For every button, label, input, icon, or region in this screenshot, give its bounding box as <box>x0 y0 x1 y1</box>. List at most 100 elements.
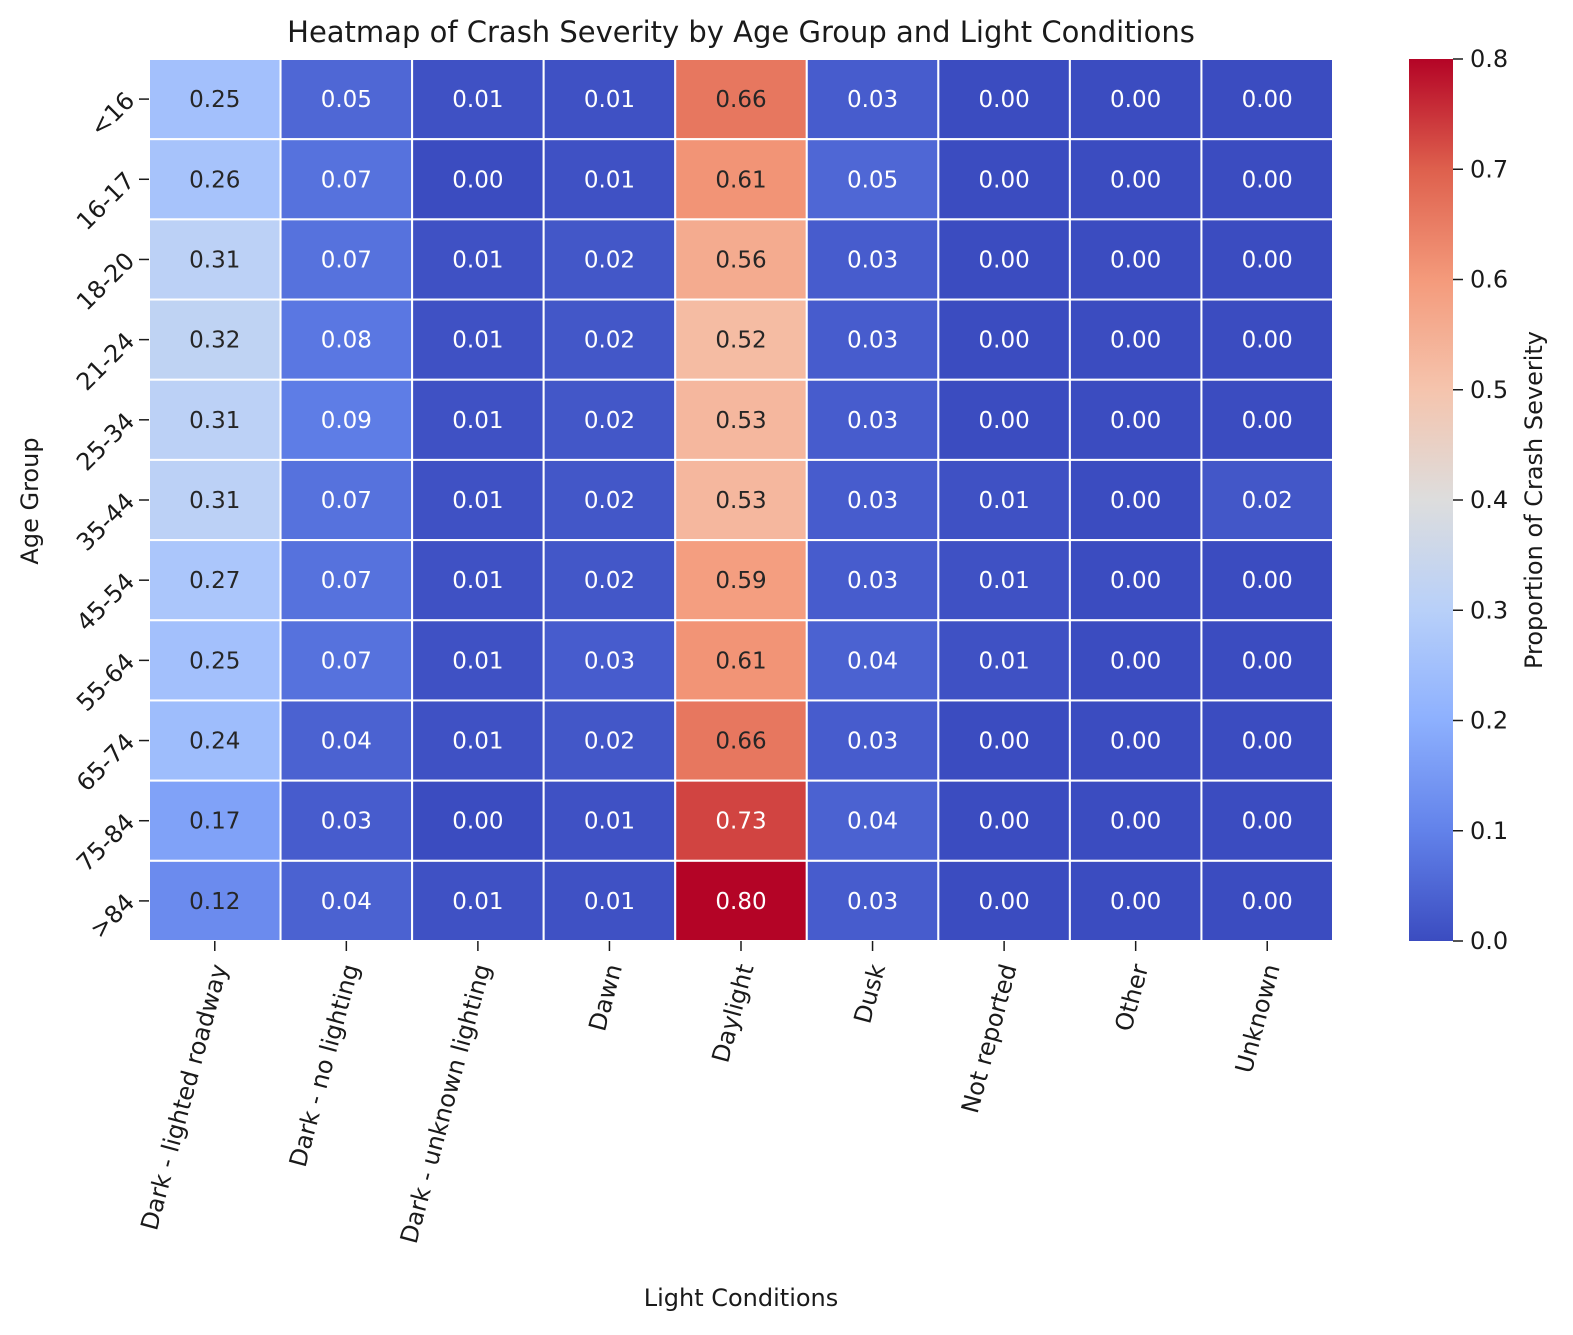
cell-value-label: 0.66 <box>715 87 766 113</box>
heatmap-cell <box>411 218 545 301</box>
y-tick-label: 21-24 <box>71 327 140 396</box>
heatmap-cell <box>1200 458 1335 542</box>
heatmap-cell <box>937 779 1071 862</box>
heatmap-cell <box>674 458 808 542</box>
cell-value-label: 0.01 <box>452 408 503 434</box>
x-tick-label: Dark - lighted roadway <box>135 961 233 1233</box>
heatmap-cell <box>805 378 940 461</box>
heatmap-cell <box>148 539 282 622</box>
cell-value-label: 0.03 <box>847 408 898 434</box>
cell-value-label: 0.04 <box>847 809 898 835</box>
cell-value-label: 0.07 <box>321 247 372 273</box>
heatmap-cell <box>279 539 414 622</box>
cell-value-label: 0.00 <box>452 167 503 193</box>
colorbar-tick-label: 0.8 <box>1470 45 1508 73</box>
cell-value-label: 0.61 <box>715 167 766 193</box>
heatmap-cell <box>542 619 677 702</box>
cell-value-label: 0.00 <box>1110 247 1161 273</box>
x-tick-label: Other <box>1110 961 1155 1034</box>
y-tick-label: <16 <box>85 86 141 142</box>
heatmap-cell <box>937 378 1071 461</box>
x-axis-label: Light Conditions <box>644 1284 839 1312</box>
heatmap-cell <box>411 458 545 542</box>
cell-value-label: 0.00 <box>1242 167 1293 193</box>
y-tick-label: >84 <box>85 888 141 944</box>
cell-value-label: 0.07 <box>321 167 372 193</box>
heatmap-cell <box>279 218 414 301</box>
cell-value-label: 0.07 <box>321 648 372 674</box>
heatmap-cell <box>1200 378 1335 461</box>
heatmap-cell <box>674 859 808 942</box>
cell-value-label: 0.02 <box>584 247 635 273</box>
y-tick-label: 55-64 <box>71 648 140 717</box>
cell-value-label: 0.56 <box>715 247 766 273</box>
heatmap-cell <box>279 58 414 141</box>
heatmap-cell <box>805 859 940 942</box>
cell-value-label: 0.00 <box>1242 408 1293 434</box>
heatmap-cell <box>148 779 282 862</box>
cell-value-label: 0.00 <box>1242 87 1293 113</box>
cell-value-label: 0.03 <box>847 247 898 273</box>
cell-value-label: 0.00 <box>979 87 1030 113</box>
heatmap-cell <box>1200 699 1335 782</box>
cell-value-label: 0.03 <box>847 729 898 755</box>
cell-value-label: 0.00 <box>979 809 1030 835</box>
cell-value-label: 0.01 <box>452 488 503 514</box>
cell-value-label: 0.04 <box>321 889 372 915</box>
heatmap-cell <box>805 619 940 702</box>
cell-value-label: 0.02 <box>584 729 635 755</box>
cell-value-label: 0.73 <box>715 809 766 835</box>
heatmap-cell <box>1200 859 1335 942</box>
cell-value-label: 0.03 <box>584 648 635 674</box>
cell-value-label: 0.09 <box>321 408 372 434</box>
cell-value-label: 0.00 <box>979 247 1030 273</box>
cell-value-label: 0.00 <box>1242 568 1293 594</box>
cell-value-label: 0.02 <box>584 408 635 434</box>
heatmap-cell <box>148 58 282 141</box>
cell-value-label: 0.00 <box>1110 648 1161 674</box>
heatmap-cells: 0.25 0.05 0.01 0.01 0.66 0.03 0.00 0.00 0.00 0.26… <box>148 58 1335 942</box>
cell-value-label: 0.00 <box>979 889 1030 915</box>
heatmap-cell <box>279 699 414 782</box>
x-axis-ticks: Dark - lighted roadway Dark - no lighting… <box>135 941 1286 1246</box>
cell-value-label: 0.00 <box>1110 87 1161 113</box>
cell-value-label: 0.00 <box>452 809 503 835</box>
y-axis-ticks: <16 16-17 18-20 21-24 25-34 35-44 45-54 55-64 65… <box>71 86 149 944</box>
heatmap-cell <box>148 699 282 782</box>
cell-value-label: 0.59 <box>715 568 766 594</box>
cell-value-label: 0.07 <box>321 488 372 514</box>
cell-value-label: 0.07 <box>321 568 372 594</box>
x-tick-label: Dusk <box>849 961 892 1026</box>
heatmap-cell <box>937 619 1071 702</box>
cell-value-label: 0.00 <box>1242 247 1293 273</box>
cell-value-label: 0.00 <box>979 167 1030 193</box>
colorbar-tick-label: 0.3 <box>1470 596 1508 624</box>
y-tick-label: 75-84 <box>71 808 140 877</box>
cell-value-label: 0.31 <box>189 247 240 273</box>
cell-value-label: 0.00 <box>1110 488 1161 514</box>
cell-value-label: 0.02 <box>584 488 635 514</box>
colorbar-tick-label: 0.2 <box>1470 707 1508 735</box>
heatmap-cell <box>148 298 282 381</box>
cell-value-label: 0.26 <box>189 167 240 193</box>
heatmap-cell <box>937 138 1071 221</box>
y-tick-label: 35-44 <box>71 487 140 556</box>
cell-value-label: 0.01 <box>452 568 503 594</box>
cell-value-label: 0.17 <box>189 809 240 835</box>
cell-value-label: 0.05 <box>847 167 898 193</box>
heatmap-cell <box>279 458 414 542</box>
heatmap-cell <box>148 458 282 542</box>
cell-value-label: 0.00 <box>1110 729 1161 755</box>
colorbar-gradient <box>1409 59 1453 941</box>
cell-value-label: 0.00 <box>1242 809 1293 835</box>
cell-value-label: 0.01 <box>584 809 635 835</box>
heatmap-cell <box>542 378 677 461</box>
cell-value-label: 0.04 <box>321 729 372 755</box>
cell-value-label: 0.25 <box>189 87 240 113</box>
cell-value-label: 0.03 <box>847 889 898 915</box>
heatmap-cell <box>542 298 677 381</box>
cell-value-label: 0.01 <box>452 247 503 273</box>
cell-value-label: 0.53 <box>715 488 766 514</box>
heatmap-cell <box>674 619 808 702</box>
